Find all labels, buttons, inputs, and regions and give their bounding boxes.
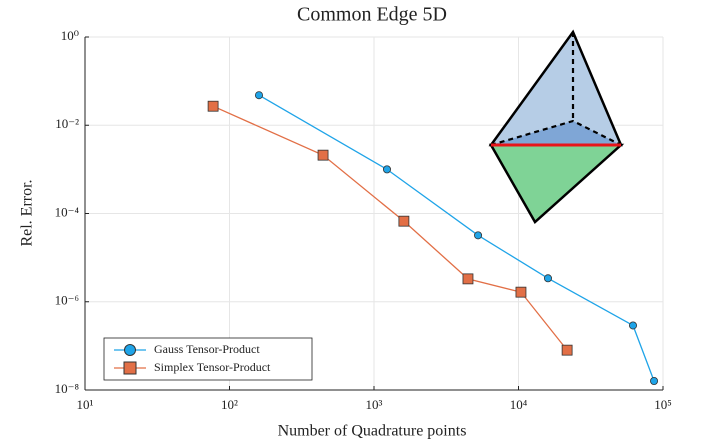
y-tick-label: 10⁻⁴	[55, 204, 80, 219]
y-tick-label: 10⁻⁶	[55, 293, 79, 308]
marker	[399, 216, 409, 226]
marker	[544, 275, 551, 282]
legend-marker	[125, 345, 136, 356]
marker	[474, 232, 481, 239]
x-tick-label: 10¹	[77, 397, 94, 412]
y-tick-label: 10⁻⁸	[55, 381, 80, 396]
x-axis-label: Number of Quadrature points	[278, 423, 467, 440]
x-tick-label: 10²	[221, 397, 238, 412]
x-tick-label: 10⁵	[654, 397, 672, 412]
legend-marker	[124, 362, 136, 374]
x-tick-label: 10³	[366, 397, 383, 412]
y-tick-label: 10⁰	[61, 28, 79, 43]
lower-face	[491, 145, 621, 222]
chart: Common Edge 5D Number of Quadrature poin…	[0, 0, 710, 444]
legend-label: Simplex Tensor-Product	[154, 360, 271, 374]
marker	[208, 101, 218, 111]
marker	[650, 377, 657, 384]
marker	[562, 345, 572, 355]
marker	[516, 287, 526, 297]
x-tick-label: 10⁴	[510, 397, 528, 412]
y-axis-label: Rel. Error.	[19, 179, 36, 246]
legend-label: Gauss Tensor-Product	[154, 342, 260, 356]
marker	[463, 274, 473, 284]
marker	[629, 322, 636, 329]
inset-figure	[491, 32, 621, 222]
marker	[255, 92, 262, 99]
y-tick-label: 10⁻²	[55, 116, 79, 131]
marker	[318, 150, 328, 160]
marker	[383, 166, 390, 173]
chart-title: Common Edge 5D	[297, 4, 447, 26]
